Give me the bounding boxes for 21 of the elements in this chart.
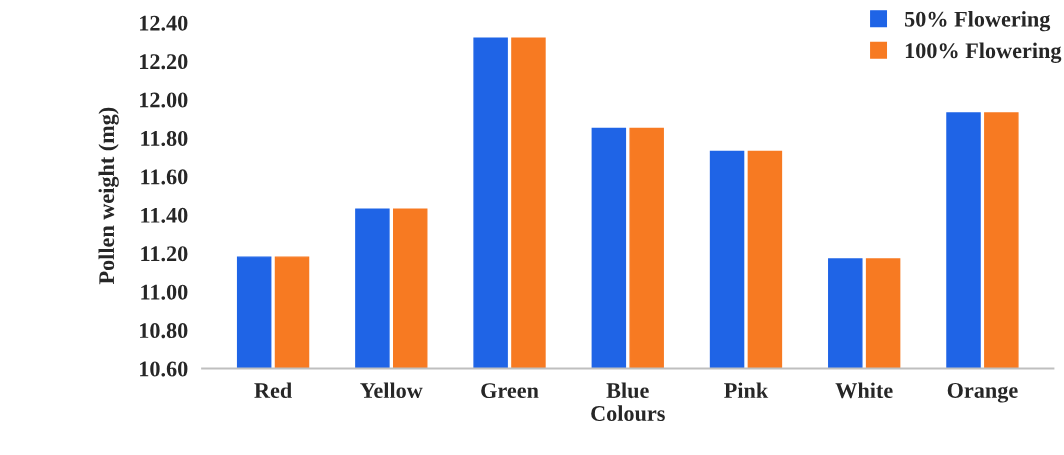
x-tick-label: Orange: [947, 382, 1018, 403]
x-tick-label: Red: [254, 382, 292, 399]
y-axis-title: Pollen weight (mg): [98, 107, 119, 285]
y-tick-label: 11.40: [141, 207, 188, 223]
y-tick-label: 11.60: [141, 169, 188, 185]
legend-label: 50% Flowering: [905, 11, 1051, 32]
y-tick-label: 12.40: [140, 15, 188, 31]
y-tick-label: 11.80: [141, 130, 188, 147]
y-tick-label: 10.80: [140, 323, 188, 339]
x-tick-label: Yellow: [360, 382, 423, 399]
x-axis-title: Colours: [591, 405, 665, 422]
x-tick-label: Blue: [606, 382, 649, 399]
x-tick-label: Pink: [724, 382, 769, 398]
y-tick-label: 12.00: [140, 92, 188, 108]
x-tick-label: White: [835, 382, 893, 399]
y-tick-label: 11.00: [141, 284, 188, 300]
x-tick-label: Green: [481, 383, 539, 399]
y-tick-label: 12.20: [140, 54, 188, 70]
y-tick-label: 10.60: [140, 361, 188, 377]
y-tick-label: 11.20: [141, 246, 188, 262]
legend-label: 100% Flowering: [905, 42, 1062, 63]
